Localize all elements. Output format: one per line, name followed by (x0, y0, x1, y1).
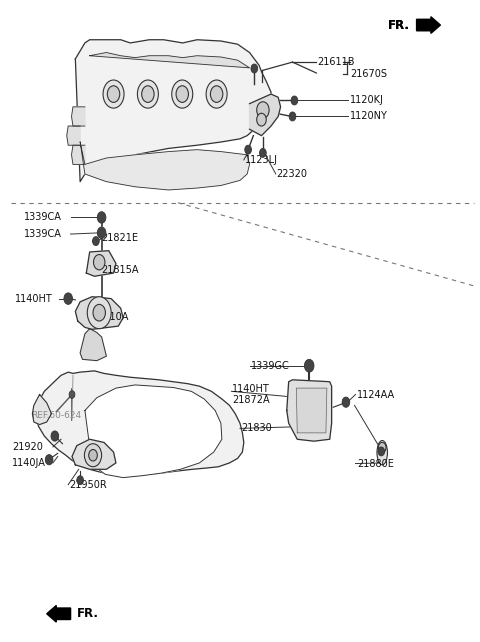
Circle shape (97, 212, 106, 223)
Polygon shape (250, 94, 281, 135)
Polygon shape (75, 297, 123, 329)
Polygon shape (80, 142, 250, 190)
Circle shape (94, 254, 105, 270)
Text: 21950R: 21950R (69, 480, 107, 490)
Circle shape (93, 304, 106, 321)
Circle shape (97, 227, 106, 239)
Circle shape (108, 86, 120, 102)
Text: FR.: FR. (387, 19, 409, 31)
Text: 1140HT: 1140HT (15, 293, 52, 304)
Text: FR.: FR. (387, 19, 409, 31)
Polygon shape (35, 371, 244, 476)
Text: 1124AA: 1124AA (357, 390, 395, 399)
Circle shape (45, 455, 53, 465)
Ellipse shape (377, 440, 387, 465)
Text: 1123LJ: 1123LJ (245, 155, 278, 165)
Text: 21670S: 21670S (351, 69, 388, 78)
Text: 22320: 22320 (277, 169, 308, 179)
Polygon shape (75, 40, 271, 182)
Circle shape (93, 237, 99, 246)
Polygon shape (67, 126, 80, 145)
Polygon shape (33, 395, 51, 424)
Circle shape (257, 101, 269, 118)
Circle shape (378, 442, 386, 453)
Circle shape (51, 431, 59, 441)
Text: 21830: 21830 (241, 423, 272, 433)
Text: 1120NY: 1120NY (350, 112, 388, 121)
Polygon shape (287, 380, 332, 441)
Text: 1120KJ: 1120KJ (350, 96, 384, 105)
Circle shape (342, 397, 350, 407)
Text: REF.60-624: REF.60-624 (32, 411, 82, 420)
Polygon shape (296, 388, 327, 433)
FancyArrow shape (47, 605, 71, 622)
Polygon shape (72, 439, 116, 469)
Circle shape (304, 360, 314, 372)
Circle shape (260, 148, 266, 157)
Circle shape (142, 86, 154, 102)
Polygon shape (80, 329, 107, 361)
Circle shape (378, 447, 384, 456)
Polygon shape (90, 53, 250, 68)
Circle shape (87, 297, 111, 329)
Text: 21611B: 21611B (317, 57, 355, 67)
Circle shape (210, 86, 223, 102)
Text: 21872A: 21872A (232, 395, 270, 404)
Circle shape (172, 80, 193, 108)
Circle shape (137, 80, 158, 108)
Circle shape (206, 80, 227, 108)
Polygon shape (72, 107, 85, 126)
Circle shape (84, 444, 102, 467)
Text: 21810A: 21810A (91, 311, 129, 322)
Text: FR.: FR. (77, 607, 99, 620)
Text: 21920: 21920 (12, 442, 43, 452)
Polygon shape (85, 385, 222, 478)
Text: 21815A: 21815A (102, 265, 139, 275)
Polygon shape (86, 250, 116, 276)
Text: 1339GC: 1339GC (251, 361, 289, 370)
Text: 21880E: 21880E (357, 458, 394, 469)
Circle shape (257, 113, 266, 126)
Text: 1339CA: 1339CA (24, 213, 62, 222)
Circle shape (291, 96, 298, 105)
Circle shape (69, 391, 75, 398)
Circle shape (64, 293, 72, 304)
Circle shape (89, 449, 97, 461)
Text: 21821E: 21821E (102, 233, 139, 243)
Circle shape (251, 64, 258, 73)
Text: 1339CA: 1339CA (24, 229, 62, 239)
Text: 1140HT: 1140HT (232, 385, 270, 394)
FancyArrow shape (417, 17, 441, 33)
Circle shape (245, 145, 252, 154)
Polygon shape (72, 145, 85, 164)
Circle shape (103, 80, 124, 108)
Text: 1140JA: 1140JA (12, 458, 46, 468)
Circle shape (176, 86, 189, 102)
Circle shape (289, 112, 296, 121)
Circle shape (77, 476, 84, 485)
